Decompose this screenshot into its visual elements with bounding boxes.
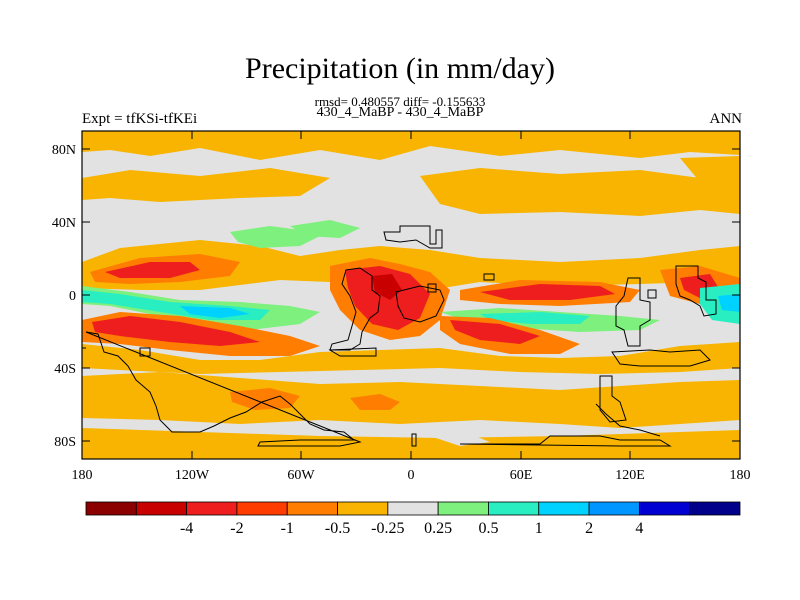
outline-arabia — [427, 283, 437, 293]
outline-island-2 — [647, 289, 657, 299]
lon-label: 120W — [175, 468, 210, 483]
plot-title: Precipitation (in mm/day) — [245, 52, 555, 85]
outline-antarctica — [459, 435, 672, 447]
colorbar-labels: -4 -2 -1 -0.5 -0.25 0.25 0.5 1 2 4 — [180, 520, 643, 537]
lon-label: 60W — [287, 468, 315, 483]
field-green-north-atl-2 — [290, 220, 360, 238]
colorbar-swatch — [437, 501, 489, 516]
field-south-belt — [82, 342, 740, 374]
field-indian-red — [480, 284, 615, 300]
map-field — [82, 131, 740, 459]
colorbar-label: 1 — [535, 520, 543, 537]
field-southern-ocean — [82, 372, 740, 428]
field-arctic-east — [680, 156, 740, 182]
lat-label: 0 — [69, 289, 76, 304]
colorbar-label: 2 — [585, 520, 593, 537]
outline-east-coast — [595, 403, 661, 437]
outline-greenland — [383, 225, 443, 249]
continent-outlines — [82, 225, 717, 447]
colorbar-swatch — [85, 501, 137, 516]
field-north-pacific — [82, 168, 330, 202]
lon-label: 180 — [72, 468, 93, 483]
colorbar-label: -1 — [281, 520, 294, 537]
lon-label: 120E — [615, 468, 645, 483]
field-eurasia — [420, 168, 740, 216]
colorbar-swatch — [638, 501, 691, 516]
field-so-orange-1 — [230, 388, 300, 410]
colorbar-swatch — [236, 501, 288, 516]
case-subtitle: 430_4_MaBP - 430_4_MaBP — [316, 105, 484, 120]
field-atlantic-darkred — [372, 274, 402, 300]
colorbar-swatch — [387, 501, 439, 516]
outline-asia-east — [615, 277, 651, 347]
colorbar-label: -4 — [180, 520, 193, 537]
field-arctic-band — [82, 131, 740, 160]
lat-label: 80S — [54, 435, 76, 450]
lat-label: 40S — [54, 362, 76, 377]
field-antarctic-gap — [430, 434, 490, 446]
lon-label: 180 — [730, 468, 751, 483]
colorbar-swatch — [689, 501, 741, 516]
experiment-label: Expt = tfKSi-tfKEi — [82, 111, 198, 127]
colorbar-label: 0.25 — [424, 520, 452, 537]
field-eq-cyan-east — [480, 312, 590, 324]
lon-tick-labels: 180 120W 60W 0 60E 120E 180 — [72, 468, 751, 483]
outline-west-coast — [85, 331, 362, 447]
colorbar-swatch — [337, 501, 389, 516]
lon-tick-marks — [81, 131, 741, 459]
field-eq-blue-west — [180, 306, 250, 318]
field-eq-cyan-far-east — [700, 284, 740, 324]
outline-nz — [599, 375, 627, 423]
outline-africa — [395, 285, 445, 323]
field-npac-red — [105, 262, 200, 278]
colorbar-swatch — [488, 501, 540, 516]
lon-label: 60E — [510, 468, 533, 483]
colorbar-swatch — [538, 501, 590, 516]
field-eq-blue-far-east — [718, 294, 740, 312]
outline-wpac-islands — [675, 265, 717, 317]
lat-tick-marks — [82, 148, 740, 442]
colorbar — [85, 501, 741, 516]
field-spac-red — [92, 316, 260, 346]
lat-label: 80N — [52, 143, 76, 158]
lat-label: 40N — [52, 216, 76, 231]
stats-subtitle: rmsd= 0.480557 diff= -0.155633 — [314, 94, 486, 109]
colorbar-label: 0.5 — [478, 520, 498, 537]
outline-sa-tip — [328, 347, 377, 357]
colorbar-swatch — [286, 501, 338, 516]
outline-south-america — [329, 267, 381, 351]
field-north-subtropics — [82, 240, 740, 290]
colorbar-swatch — [135, 501, 188, 516]
field-green-north-atl — [230, 226, 320, 248]
colorbar-swatch — [588, 501, 640, 516]
colorbar-swatch — [186, 501, 238, 516]
lon-label: 0 — [408, 468, 415, 483]
field-sind-red — [450, 320, 540, 344]
lat-tick-labels: 80N 40N 0 40S 80S — [52, 143, 76, 450]
season-label: ANN — [709, 111, 743, 127]
field-so-orange-2 — [350, 394, 400, 410]
colorbar-label: -0.5 — [325, 520, 350, 537]
colorbar-label: 4 — [635, 520, 643, 537]
outline-antarctic-peninsula — [411, 433, 417, 447]
outline-australia — [611, 349, 711, 367]
outline-island-1 — [483, 273, 495, 281]
colorbar-label: -2 — [230, 520, 243, 537]
outline-island-3 — [139, 347, 151, 357]
colorbar-label: -0.25 — [371, 520, 404, 537]
